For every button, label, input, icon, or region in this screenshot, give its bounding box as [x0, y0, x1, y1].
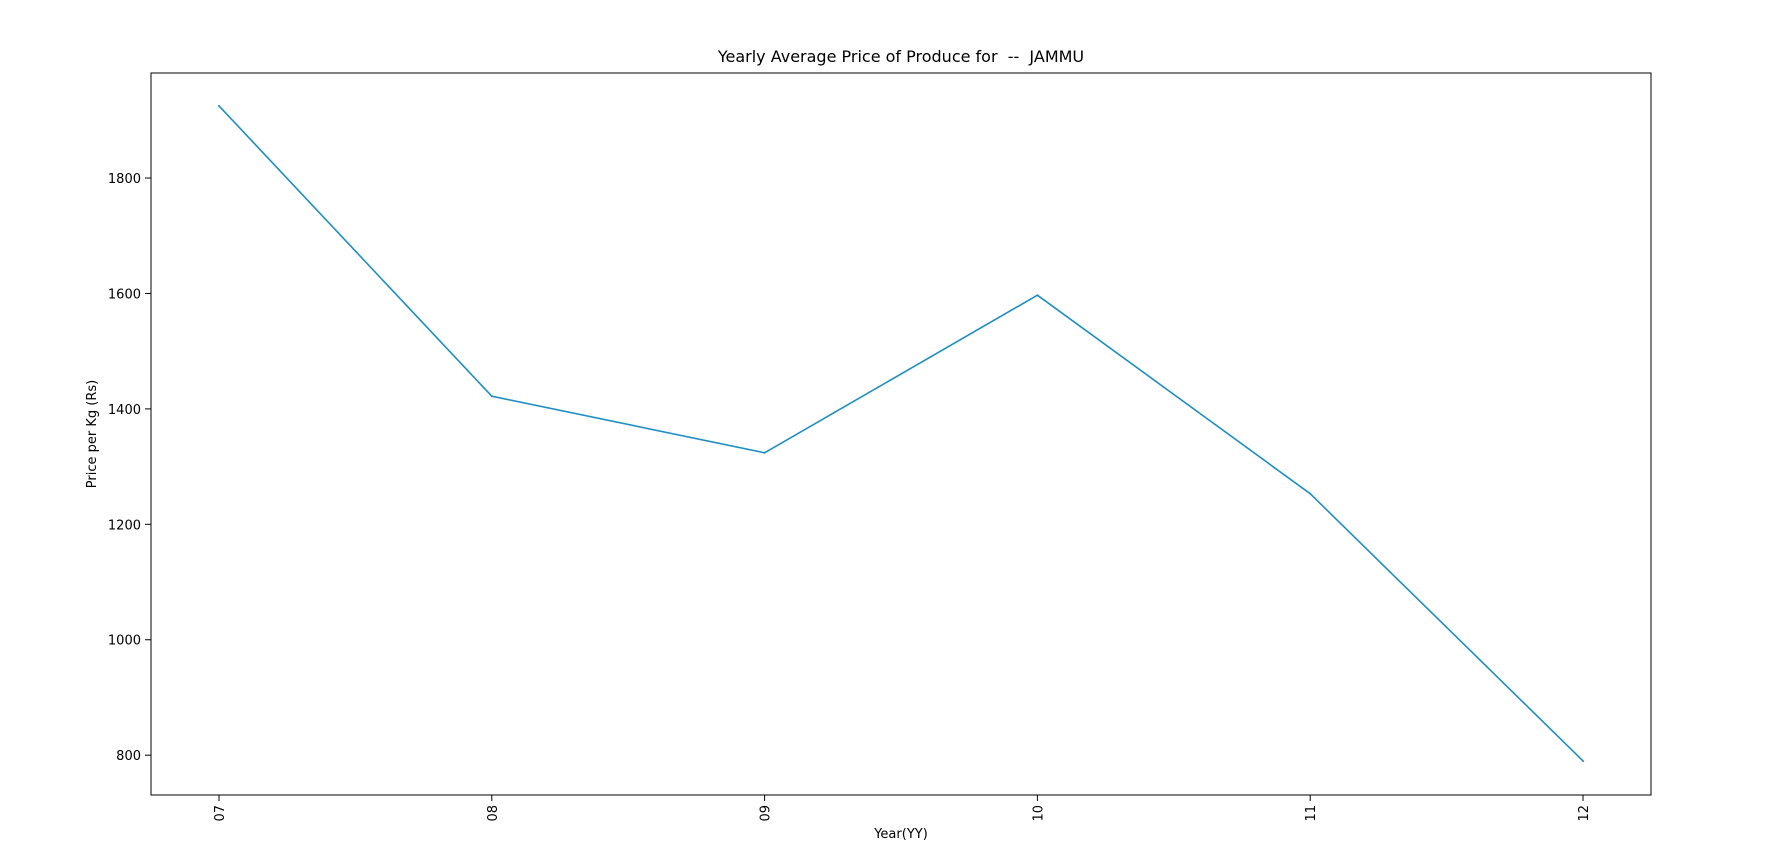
data-point [1582, 759, 1584, 762]
data-point [218, 104, 220, 107]
data-point [490, 395, 493, 398]
y-tick-label: 1200 [108, 518, 141, 533]
chart-title: Yearly Average Price of Produce for -- J… [717, 47, 1084, 66]
y-tick-label: 800 [116, 749, 141, 764]
plot-frame [150, 72, 1652, 796]
series-line [218, 105, 1584, 762]
y-axis-label: Price per Kg (Rs) [85, 380, 100, 488]
x-tick-label: 08 [486, 805, 501, 822]
x-tick-label: 12 [1577, 805, 1592, 822]
y-axis: 800 1000 1200 1400 1600 1800 [108, 172, 151, 764]
data-point [763, 451, 766, 454]
y-tick-label: 1400 [108, 403, 141, 418]
x-axis: 07 08 09 10 11 12 [213, 795, 1592, 822]
x-tick-label: 11 [1304, 805, 1319, 822]
x-tick-label: 07 [213, 805, 228, 822]
data-point [1309, 492, 1312, 495]
y-tick-label: 1000 [108, 634, 141, 649]
series-group [218, 104, 1584, 762]
x-tick-label: 09 [759, 805, 774, 822]
x-tick-label: 10 [1031, 805, 1046, 822]
x-axis-label: Year(YY) [873, 827, 928, 842]
y-tick-label: 1600 [108, 287, 141, 302]
data-point [1036, 294, 1039, 297]
y-tick-label: 1800 [108, 172, 141, 187]
